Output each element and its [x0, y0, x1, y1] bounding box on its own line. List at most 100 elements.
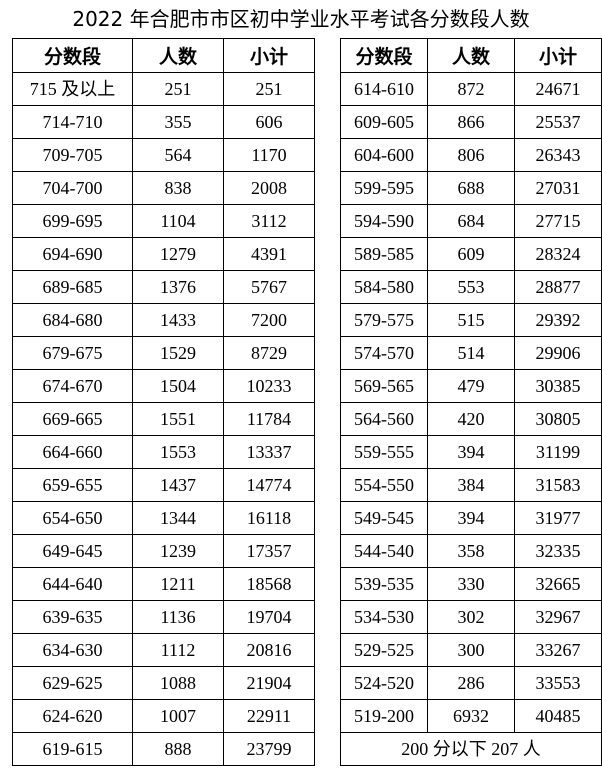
cell-subtotal: 5767 — [223, 270, 315, 304]
cell-count: 564 — [132, 138, 224, 172]
cell-subtotal: 31583 — [514, 468, 602, 502]
table-row: 574-570 514 29906 — [340, 336, 602, 370]
table-row: 599-595 688 27031 — [340, 171, 602, 205]
cell-count: 355 — [132, 105, 224, 139]
cell-count: 1112 — [132, 633, 224, 667]
cell-score-range: 694-690 — [12, 237, 133, 271]
cell-subtotal: 30385 — [514, 369, 602, 403]
table-row: 684-680 1433 7200 — [12, 303, 315, 337]
cell-score-range: 624-620 — [12, 699, 133, 733]
cell-count: 1437 — [132, 468, 224, 502]
cell-count: 514 — [427, 336, 515, 370]
cell-count: 1433 — [132, 303, 224, 337]
cell-subtotal: 14774 — [223, 468, 315, 502]
cell-score-range: 674-670 — [12, 369, 133, 403]
cell-subtotal: 28877 — [514, 270, 602, 304]
cell-score-range: 574-570 — [340, 336, 428, 370]
cell-subtotal: 13337 — [223, 435, 315, 469]
table-row: 699-695 1104 3112 — [12, 204, 315, 238]
table-row: 554-550 384 31583 — [340, 468, 602, 502]
cell-subtotal: 3112 — [223, 204, 315, 238]
cell-count: 302 — [427, 600, 515, 634]
table-row: 654-650 1344 16118 — [12, 501, 315, 535]
cell-count: 1376 — [132, 270, 224, 304]
cell-score-range: 559-555 — [340, 435, 428, 469]
cell-count: 1088 — [132, 666, 224, 700]
cell-subtotal: 20816 — [223, 633, 315, 667]
cell-count: 394 — [427, 501, 515, 535]
cell-count: 479 — [427, 369, 515, 403]
table-row: 619-615 888 23799 — [12, 732, 315, 766]
cell-count: 838 — [132, 171, 224, 205]
cell-count: 394 — [427, 435, 515, 469]
cell-subtotal: 10233 — [223, 369, 315, 403]
cell-subtotal: 251 — [223, 72, 315, 106]
cell-subtotal: 2008 — [223, 171, 315, 205]
cell-score-range: 699-695 — [12, 204, 133, 238]
cell-subtotal: 31977 — [514, 501, 602, 535]
table-row: 534-530 302 32967 — [340, 600, 602, 634]
cell-count: 420 — [427, 402, 515, 436]
table-row: 639-635 1136 19704 — [12, 600, 315, 634]
cell-score-range: 579-575 — [340, 303, 428, 337]
cell-subtotal: 606 — [223, 105, 315, 139]
cell-subtotal: 23799 — [223, 732, 315, 766]
cell-score-range: 539-535 — [340, 567, 428, 601]
cell-count: 286 — [427, 666, 515, 700]
footer-note: 200 分以下 207 人 — [340, 732, 602, 766]
cell-subtotal: 30805 — [514, 402, 602, 436]
cell-count: 1553 — [132, 435, 224, 469]
cell-score-range: 584-580 — [340, 270, 428, 304]
cell-subtotal: 33553 — [514, 666, 602, 700]
cell-score-range: 564-560 — [340, 402, 428, 436]
cell-score-range: 684-680 — [12, 303, 133, 337]
cell-score-range: 544-540 — [340, 534, 428, 568]
header-count: 人数 — [132, 38, 224, 73]
cell-count: 515 — [427, 303, 515, 337]
cell-score-range: 554-550 — [340, 468, 428, 502]
table-row: 664-660 1553 13337 — [12, 435, 315, 469]
score-table-left: 分数段 人数 小计 715 及以上 251 251 714-710 355 606 709-… — [12, 38, 315, 766]
cell-count: 300 — [427, 633, 515, 667]
cell-subtotal: 31199 — [514, 435, 602, 469]
table-row: 649-645 1239 17357 — [12, 534, 315, 568]
cell-score-range: 594-590 — [340, 204, 428, 238]
cell-count: 1551 — [132, 402, 224, 436]
cell-count: 358 — [427, 534, 515, 568]
table-row: 529-525 300 33267 — [340, 633, 602, 667]
cell-subtotal: 28324 — [514, 237, 602, 271]
table-row: 524-520 286 33553 — [340, 666, 602, 700]
cell-score-range: 669-665 — [12, 402, 133, 436]
cell-count: 384 — [427, 468, 515, 502]
table-row: 689-685 1376 5767 — [12, 270, 315, 304]
cell-score-range: 519-200 — [340, 699, 428, 733]
header-subtotal: 小计 — [514, 38, 602, 73]
cell-count: 6932 — [427, 699, 515, 733]
table-row: 715 及以上 251 251 — [12, 72, 315, 106]
cell-score-range: 679-675 — [12, 336, 133, 370]
cell-subtotal: 26343 — [514, 138, 602, 172]
table-row: 614-610 872 24671 — [340, 72, 602, 106]
cell-score-range: 534-530 — [340, 600, 428, 634]
cell-score-range: 529-525 — [340, 633, 428, 667]
cell-count: 1279 — [132, 237, 224, 271]
page-title: 2022 年合肥市市区初中学业水平考试各分数段人数 — [72, 7, 530, 31]
cell-count: 1239 — [132, 534, 224, 568]
cell-count: 806 — [427, 138, 515, 172]
cell-score-range: 659-655 — [12, 468, 133, 502]
cell-subtotal: 40485 — [514, 699, 602, 733]
cell-subtotal: 29906 — [514, 336, 602, 370]
cell-count: 1211 — [132, 567, 224, 601]
table-row: 644-640 1211 18568 — [12, 567, 315, 601]
table-row: 584-580 553 28877 — [340, 270, 602, 304]
table-row: 549-545 394 31977 — [340, 501, 602, 535]
table-row: 609-605 866 25537 — [340, 105, 602, 139]
table-row: 709-705 564 1170 — [12, 138, 315, 172]
table-footer-row: 200 分以下 207 人 — [340, 732, 602, 766]
cell-subtotal: 27031 — [514, 171, 602, 205]
cell-count: 1344 — [132, 501, 224, 535]
table-row: 559-555 394 31199 — [340, 435, 602, 469]
cell-subtotal: 18568 — [223, 567, 315, 601]
table-row: 594-590 684 27715 — [340, 204, 602, 238]
cell-count: 1104 — [132, 204, 224, 238]
